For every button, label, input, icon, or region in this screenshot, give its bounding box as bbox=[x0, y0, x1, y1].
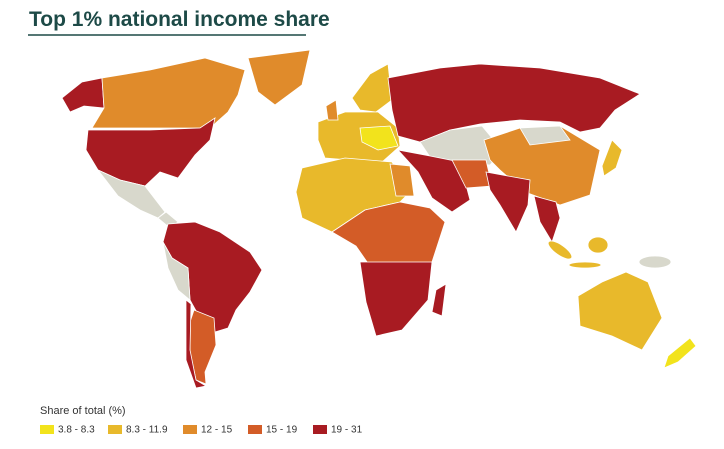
japan bbox=[601, 139, 623, 177]
legend-label: 12 - 15 bbox=[201, 425, 233, 436]
legend-swatch bbox=[108, 425, 122, 434]
new-guinea bbox=[638, 255, 672, 269]
australia bbox=[577, 271, 663, 351]
peru bbox=[162, 241, 191, 301]
madagascar bbox=[431, 283, 447, 317]
southern-africa bbox=[359, 261, 433, 337]
chile bbox=[185, 299, 208, 389]
legend: 3.8 - 8.3 8.3 - 11.9 12 - 15 15 - 19 19 - 31 bbox=[40, 425, 363, 436]
legend-swatch bbox=[248, 425, 262, 434]
middle-east bbox=[396, 149, 471, 213]
legend-label: 8.3 - 11.9 bbox=[126, 425, 168, 436]
borneo bbox=[587, 236, 609, 254]
sumatra bbox=[547, 240, 573, 260]
russia bbox=[387, 63, 641, 143]
new-zealand bbox=[663, 337, 697, 369]
greenland bbox=[247, 49, 311, 106]
legend-swatch bbox=[313, 425, 327, 434]
legend-swatch bbox=[183, 425, 197, 434]
map-title: Top 1% national income share bbox=[29, 8, 330, 31]
central-europe bbox=[359, 125, 399, 151]
egypt bbox=[389, 163, 415, 197]
canada bbox=[91, 57, 246, 129]
scandinavia bbox=[351, 63, 393, 113]
legend-label: 3.8 - 8.3 bbox=[58, 425, 95, 436]
world-map bbox=[61, 49, 697, 389]
legend-title: Share of total (%) bbox=[40, 405, 126, 417]
mongolia bbox=[519, 125, 571, 146]
india bbox=[485, 171, 531, 233]
legend-label: 19 - 31 bbox=[331, 425, 363, 436]
legend-label: 15 - 19 bbox=[266, 425, 298, 436]
uk bbox=[325, 99, 339, 121]
java bbox=[568, 261, 602, 269]
legend-swatch bbox=[40, 425, 54, 434]
southeast-asia bbox=[533, 195, 561, 243]
alaska bbox=[61, 77, 105, 113]
